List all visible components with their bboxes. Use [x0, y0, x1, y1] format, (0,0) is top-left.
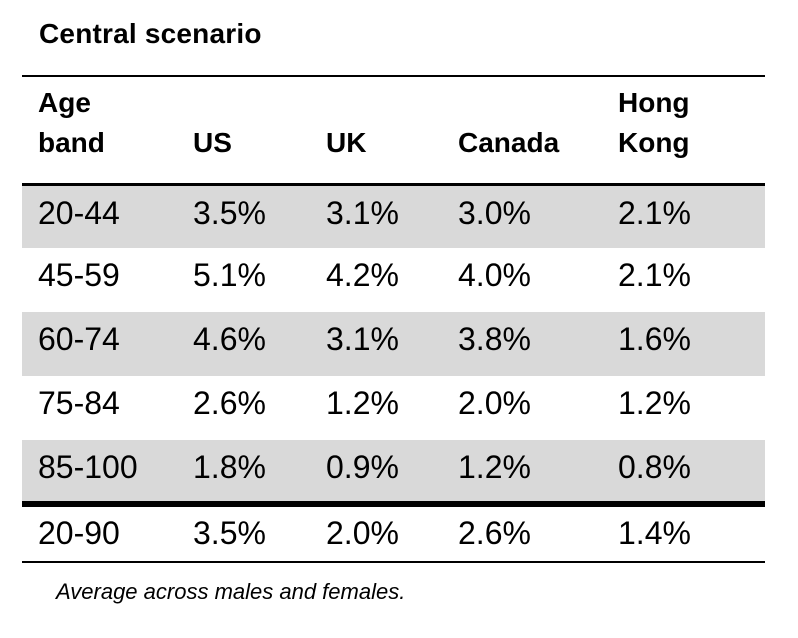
cell-age-band: 85-100 [38, 449, 138, 485]
cell-age-band: 20-44 [38, 194, 120, 231]
cell-us: 1.8% [193, 449, 266, 485]
cell-us: 2.6% [193, 385, 266, 421]
table-row-75-84: 75-84 2.6% 1.2% 2.0% 1.2% [22, 376, 765, 440]
cell-hong-kong: 1.4% [602, 501, 765, 563]
cell-age-band: 45-59 [38, 257, 120, 293]
cell-us: 3.5% [193, 194, 266, 231]
cell-hong-kong: 0.8% [618, 449, 691, 485]
cell-uk: 2.0% [310, 501, 442, 563]
column-header-us: US [177, 76, 310, 186]
table-total-row-20-90: 20-90 3.5% 2.0% 2.6% 1.4% [22, 501, 765, 563]
cell-canada: 1.2% [458, 449, 531, 485]
column-header-canada: Canada [442, 76, 602, 186]
cell-uk: 1.2% [326, 385, 399, 421]
cell-hong-kong: 1.6% [618, 321, 691, 357]
column-header-age-band-label: Age band [38, 86, 105, 158]
cell-hong-kong: 2.1% [618, 257, 691, 293]
column-header-hong-kong: Hong Kong [602, 76, 765, 186]
cell-uk: 4.2% [326, 257, 399, 293]
cell-canada: 3.0% [458, 194, 531, 231]
table-row-60-74: 60-74 4.6% 3.1% 3.8% 1.6% [22, 312, 765, 376]
cell-age-band: 60-74 [38, 321, 120, 357]
cell-hong-kong: 2.1% [618, 194, 691, 231]
cell-canada: 3.8% [458, 321, 531, 357]
column-header-age-band: Age band [22, 76, 177, 186]
cell-uk: 3.1% [326, 194, 399, 231]
cell-canada: 2.0% [458, 385, 531, 421]
cell-hong-kong: 1.2% [618, 385, 691, 421]
cell-age-band: 20-90 [22, 501, 177, 563]
cell-us: 4.6% [193, 321, 266, 357]
cell-uk: 0.9% [326, 449, 399, 485]
table-row-85-100: 85-100 1.8% 0.9% 1.2% 0.8% [22, 440, 765, 504]
table-row-45-59: 45-59 5.1% 4.2% 4.0% 2.1% [22, 248, 765, 312]
cell-us: 3.5% [177, 501, 310, 563]
central-scenario-table: Age band US UK Canada Hong Kong 20-44 3.… [22, 75, 765, 563]
table-row-20-44: 20-44 3.5% 3.1% 3.0% 2.1% [22, 184, 765, 248]
footnote: Average across males and females. [56, 579, 406, 604]
page-title: Central scenario [39, 18, 262, 49]
cell-canada: 4.0% [458, 257, 531, 293]
cell-age-band: 75-84 [38, 385, 120, 421]
cell-us: 5.1% [193, 257, 266, 293]
header-row: Age band US UK Canada Hong Kong [22, 76, 765, 186]
column-header-uk: UK [310, 76, 442, 186]
cell-canada: 2.6% [442, 501, 602, 563]
column-header-hong-kong-label: Hong Kong [618, 86, 690, 158]
cell-uk: 3.1% [326, 321, 399, 357]
